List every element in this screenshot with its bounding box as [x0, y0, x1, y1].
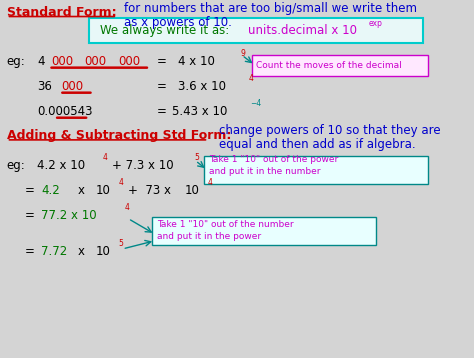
Text: 77.2 x 10: 77.2 x 10 [41, 209, 97, 222]
FancyBboxPatch shape [89, 18, 423, 43]
Text: −4: −4 [250, 99, 261, 108]
Text: 5.43 x 10: 5.43 x 10 [172, 105, 227, 118]
Text: =: = [156, 80, 166, 93]
Text: for numbers that are too big/small we write them: for numbers that are too big/small we wr… [124, 2, 417, 15]
Text: 7.72: 7.72 [41, 245, 67, 258]
Text: 4: 4 [118, 178, 123, 187]
Text: exp: exp [369, 19, 383, 28]
Text: =: = [25, 184, 35, 197]
Text: Take 1 "10" out of the number
and put it in the power: Take 1 "10" out of the number and put it… [157, 220, 294, 241]
Text: 4: 4 [208, 178, 212, 187]
Text: 3.6 x 10: 3.6 x 10 [178, 80, 226, 93]
Text: =: = [156, 105, 166, 118]
Text: 4: 4 [103, 153, 108, 162]
Text: units.decimal x 10: units.decimal x 10 [248, 24, 357, 37]
Text: 000: 000 [85, 55, 107, 68]
Text: 4.2 x 10: 4.2 x 10 [37, 159, 85, 172]
Text: Standard Form:: Standard Form: [7, 6, 116, 19]
Text: x: x [77, 184, 84, 197]
Text: 4: 4 [125, 203, 130, 212]
Text: 4 x 10: 4 x 10 [178, 55, 215, 68]
Text: 4: 4 [37, 55, 45, 68]
Text: =: = [25, 245, 35, 258]
Text: equal and then add as if algebra.: equal and then add as if algebra. [219, 138, 416, 151]
Text: =: = [156, 55, 166, 68]
Text: x: x [77, 245, 84, 258]
Text: Count the moves of the decimal: Count the moves of the decimal [256, 61, 402, 70]
Text: 5: 5 [194, 153, 199, 162]
Text: 000: 000 [62, 80, 84, 93]
Text: 5: 5 [118, 239, 123, 248]
Text: + 7.3 x 10: + 7.3 x 10 [112, 159, 173, 172]
Text: eg:: eg: [7, 55, 25, 68]
Text: 000: 000 [51, 55, 73, 68]
Text: =: = [25, 209, 35, 222]
Text: 4: 4 [249, 74, 254, 83]
FancyBboxPatch shape [152, 217, 375, 245]
FancyBboxPatch shape [252, 55, 428, 76]
Text: as x powers of 10.: as x powers of 10. [124, 16, 232, 29]
Text: +  73 x: + 73 x [128, 184, 171, 197]
Text: change powers of 10 so that they are: change powers of 10 so that they are [219, 124, 441, 137]
Text: 10: 10 [184, 184, 200, 197]
FancyBboxPatch shape [204, 156, 428, 184]
Text: 10: 10 [96, 245, 110, 258]
Text: eg:: eg: [7, 159, 25, 172]
Text: 10: 10 [96, 184, 110, 197]
Text: 000: 000 [118, 55, 140, 68]
Text: 0.000543: 0.000543 [37, 105, 92, 118]
Text: Take 1 "10" out of the power
and put it in the number: Take 1 "10" out of the power and put it … [210, 155, 338, 176]
Text: 9: 9 [240, 49, 245, 58]
Text: 4.2: 4.2 [41, 184, 60, 197]
Text: 36: 36 [37, 80, 52, 93]
Text: We always write it as:: We always write it as: [100, 24, 233, 37]
Text: Adding & Subtracting Std Form:: Adding & Subtracting Std Form: [7, 129, 231, 142]
